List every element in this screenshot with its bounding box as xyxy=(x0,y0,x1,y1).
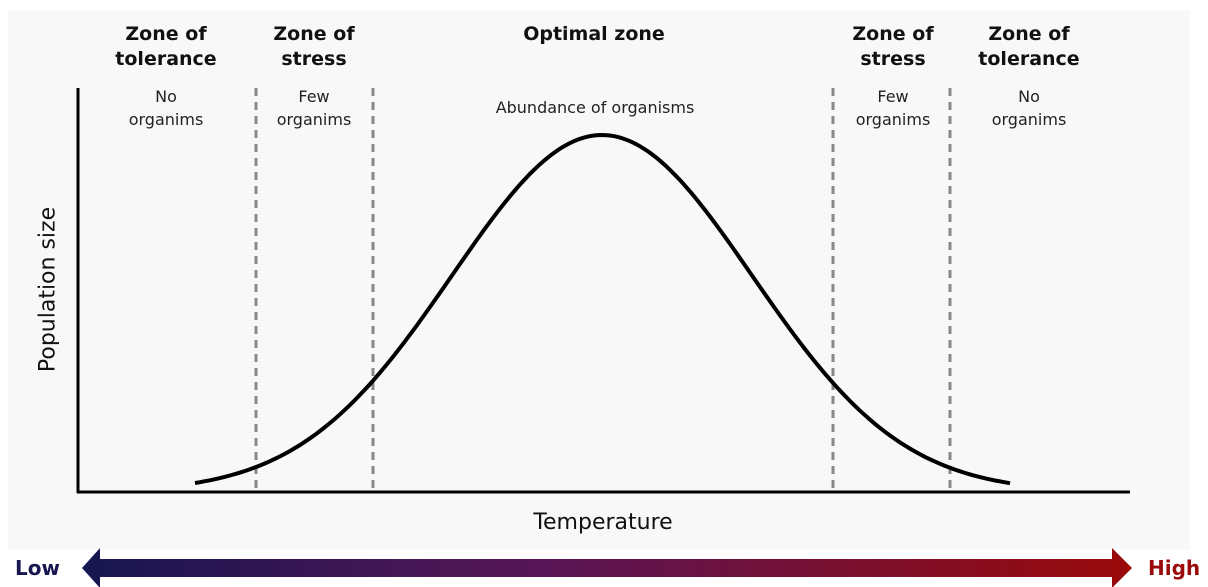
zone-description: Few organims xyxy=(855,87,931,129)
high-label: High xyxy=(1148,556,1201,580)
temperature-arrow xyxy=(82,548,1132,587)
zone-title: Zone of stress xyxy=(273,23,355,70)
zone-title: Zone of stress xyxy=(852,23,934,70)
zone-description: No organims xyxy=(128,87,204,129)
zone-title: Zone of tolerance xyxy=(978,23,1080,70)
zone-title: Optimal zone xyxy=(523,23,665,45)
x-axis-label: Temperature xyxy=(533,510,673,535)
zone-title: Zone of tolerance xyxy=(115,23,217,70)
y-axis-label: Population size xyxy=(35,206,61,373)
zone-description: Few organims xyxy=(276,87,352,129)
zone-description: No organims xyxy=(991,87,1067,129)
zone-dividers xyxy=(254,88,952,492)
background-panel xyxy=(8,10,1190,550)
population-curve xyxy=(194,132,1011,486)
zone-description: Abundance of organisms xyxy=(495,98,695,117)
low-label: Low xyxy=(15,556,60,580)
